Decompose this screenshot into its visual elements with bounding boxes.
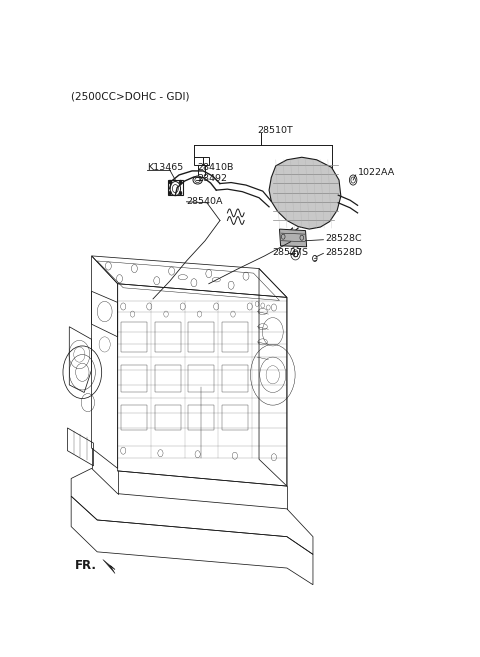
Text: 1022AA: 1022AA <box>358 168 395 177</box>
Text: 28492: 28492 <box>197 174 227 183</box>
Text: 28510T: 28510T <box>257 126 293 135</box>
Circle shape <box>168 191 172 195</box>
Bar <box>121 365 147 392</box>
Polygon shape <box>269 157 341 229</box>
Bar <box>188 405 215 430</box>
Text: (2500CC>DOHC - GDI): (2500CC>DOHC - GDI) <box>71 91 190 101</box>
Text: 28410B: 28410B <box>197 164 233 172</box>
Text: FR.: FR. <box>75 559 97 572</box>
Bar <box>155 322 181 352</box>
Circle shape <box>179 191 182 195</box>
Bar <box>222 322 248 352</box>
Bar <box>155 365 181 392</box>
Bar <box>155 405 181 430</box>
Text: 28528D: 28528D <box>325 248 362 257</box>
Bar <box>222 405 248 430</box>
Bar <box>121 322 147 352</box>
Bar <box>188 322 215 352</box>
Bar <box>188 365 215 392</box>
Polygon shape <box>103 560 115 574</box>
Text: 28527S: 28527S <box>272 248 308 257</box>
Circle shape <box>168 180 172 184</box>
Circle shape <box>179 180 182 184</box>
Text: K13465: K13465 <box>147 164 184 172</box>
Text: 28528C: 28528C <box>325 234 361 242</box>
Text: 28540A: 28540A <box>186 196 223 206</box>
Bar <box>121 405 147 430</box>
Bar <box>222 365 248 392</box>
Polygon shape <box>279 229 307 247</box>
